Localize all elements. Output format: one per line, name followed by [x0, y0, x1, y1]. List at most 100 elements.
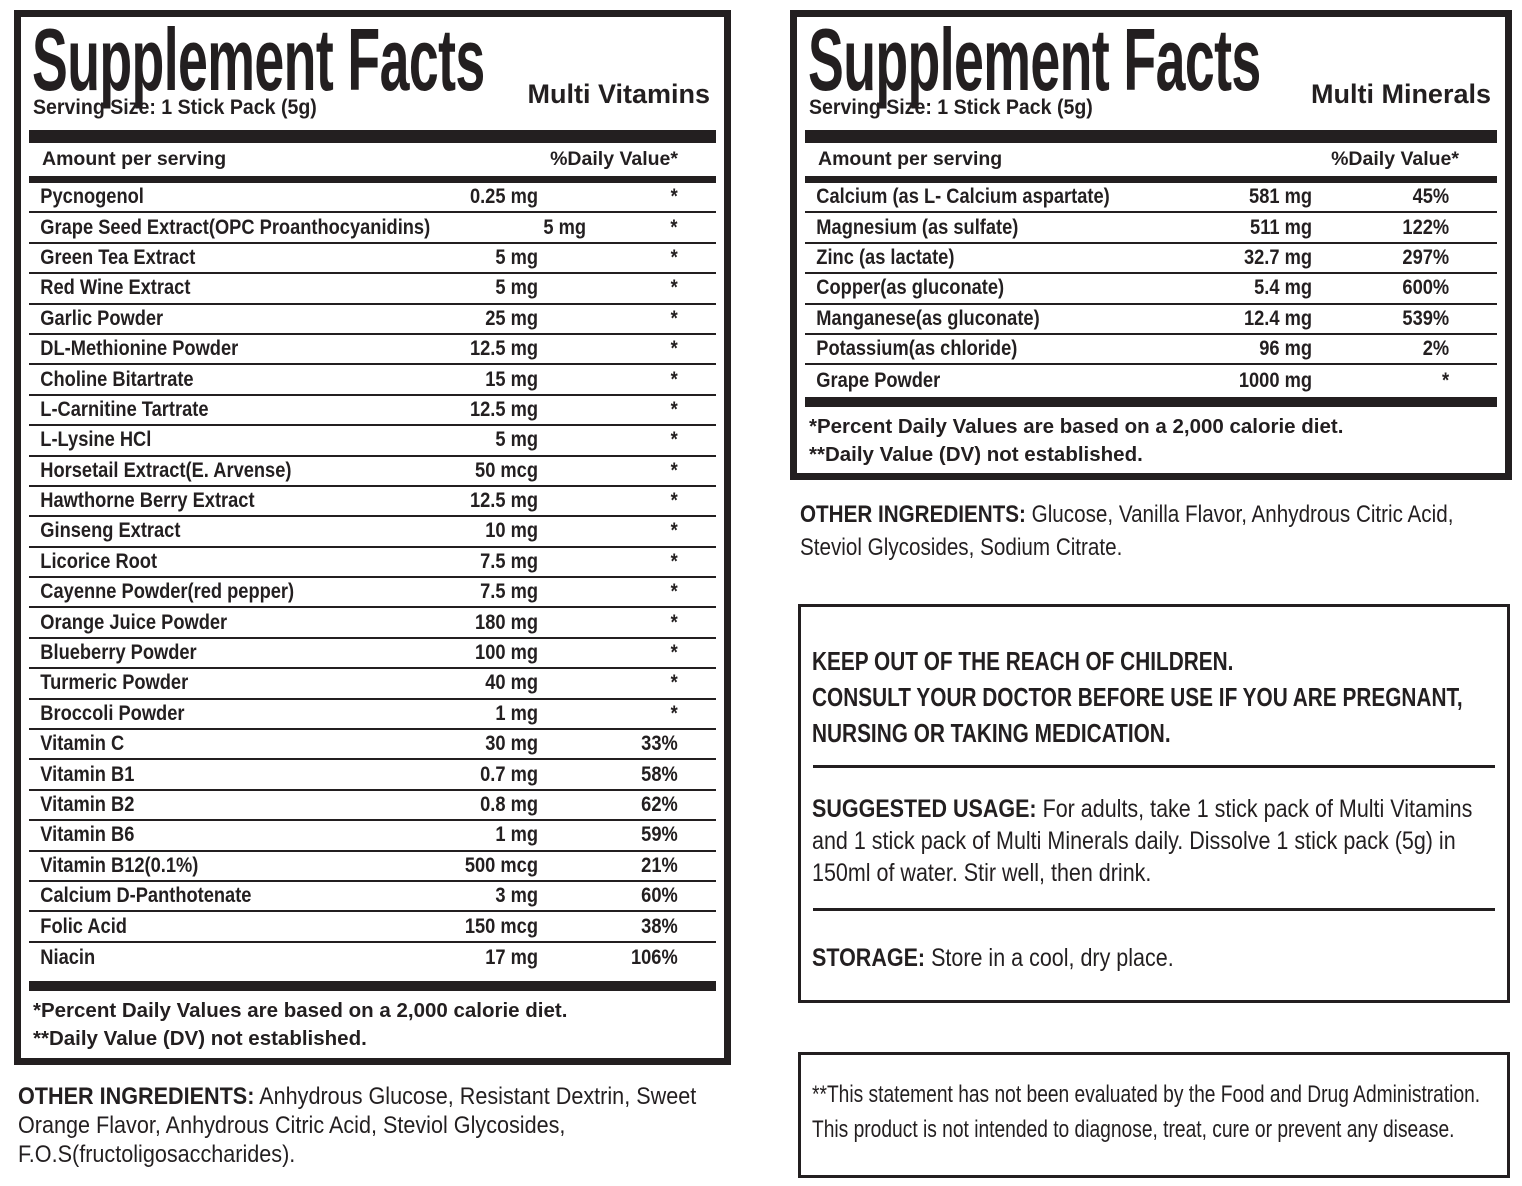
ingredient-daily-value: 38% [641, 914, 678, 938]
ingredient-name: Vitamin B6 [40, 823, 135, 847]
ingredient-amount: 150 mcg [464, 914, 538, 938]
ingredient-name: Cayenne Powder(red pepper) [40, 580, 295, 604]
ingredient-daily-value: 21% [641, 853, 678, 877]
ingredient-amount: 12.4 mg [1243, 306, 1312, 330]
ingredient-daily-value: 59% [641, 823, 678, 847]
table-row: Calcium (as L- Calcium aspartate) 581 mg 4… [805, 183, 1497, 214]
table-row: Grape Seed Extract(OPC Proanthocyanidins… [29, 213, 716, 244]
ingredient-name: L-Lysine HCl [40, 428, 152, 452]
ingredient-name: Choline Bitartrate [40, 367, 194, 391]
ingredient-amount: 1 mg [495, 701, 538, 725]
column-header-daily-value: %Daily Value* [1331, 148, 1459, 170]
ingredient-daily-value: * [670, 276, 678, 300]
ingredient-name: Vitamin B2 [40, 793, 135, 816]
text-line: *Percent Daily Values are based on a 2,0… [809, 415, 1344, 438]
paragraph-label: OTHER INGREDIENTS: [800, 501, 1026, 528]
table-row: Cayenne Powder(red pepper) 7.5 mg * [29, 578, 716, 609]
ingredient-amount: 1 mg [495, 823, 538, 847]
ingredient-name: Broccoli Powder [40, 701, 185, 725]
ingredient-amount: 100 mg [475, 641, 538, 665]
table-row: Vitamin B12(0.1%) 500 mcg 21% [29, 852, 716, 882]
table-row: Broccoli Powder 1 mg * [29, 700, 716, 731]
ingredient-table: Calcium (as L- Calcium aspartate) 581 mg 4… [805, 183, 1497, 396]
ingredient-amount: 5.4 mg [1254, 276, 1312, 300]
ingredient-daily-value: * [670, 306, 678, 330]
ingredient-amount: 581 mg [1249, 185, 1312, 209]
ingredient-daily-value: 33% [641, 732, 678, 756]
ingredient-daily-value: * [1442, 368, 1450, 392]
ingredient-name: Pycnogenol [40, 185, 144, 209]
ingredient-daily-value: 62% [641, 793, 678, 816]
column-header-daily-value: %Daily Value* [550, 148, 678, 170]
footnotes: *Percent Daily Values are based on a 2,0… [33, 997, 567, 1052]
ingredient-amount: 12.5 mg [469, 337, 538, 361]
table-row: Orange Juice Powder 180 mg * [29, 608, 716, 639]
paragraph-label: SUGGESTED USAGE: [812, 795, 1037, 823]
column-header-amount: Amount per serving [818, 148, 1003, 170]
ingredient-name: Licorice Root [40, 549, 158, 573]
ingredient-daily-value: * [670, 428, 678, 452]
ingredient-name: Grape Seed Extract(OPC Proanthocyanidins… [40, 215, 431, 239]
ingredient-amount: 25 mg [485, 306, 538, 330]
table-row: Hawthorne Berry Extract 12.5 mg * [29, 487, 716, 518]
ingredient-daily-value: * [670, 671, 678, 695]
ingredient-table: Pycnogenol 0.25 mg * Grape Seed Extract(OPC… [29, 183, 716, 973]
panel-title: Supplement Facts [808, 10, 1261, 109]
fda-disclaimer-box: **This statement has not been evaluated … [798, 1052, 1510, 1178]
ingredient-amount: 5 mg [495, 428, 538, 452]
ingredient-daily-value: 60% [641, 884, 678, 908]
table-row: Garlic Powder 25 mg * [29, 305, 716, 335]
ingredient-name: Potassium(as chloride) [816, 337, 1018, 361]
ingredient-name: Calcium (as L- Calcium aspartate) [816, 185, 1110, 209]
ingredient-daily-value: 2% [1422, 337, 1450, 361]
ingredient-daily-value: 45% [1412, 185, 1450, 209]
ingredient-daily-value: * [670, 337, 678, 361]
table-row: Vitamin C 30 mg 33% [29, 730, 716, 761]
ingredient-name: Manganese(as gluconate) [816, 306, 1040, 330]
footnotes: *Percent Daily Values are based on a 2,0… [809, 413, 1343, 468]
table-row: Red Wine Extract 5 mg * [29, 274, 716, 305]
ingredient-daily-value: 58% [641, 762, 678, 786]
ingredient-amount: 500 mcg [464, 853, 538, 877]
storage-text: STORAGE: Store in a cool, dry place. [812, 944, 1174, 972]
ingredient-amount: 7.5 mg [480, 580, 538, 604]
table-row: Calcium D-Panthotenate 3 mg 60% [29, 882, 716, 913]
thick-divider-bar [29, 130, 716, 143]
text-line: *Percent Daily Values are based on a 2,0… [33, 999, 568, 1022]
table-row: Zinc (as lactate) 32.7 mg 297% [805, 244, 1497, 275]
ingredient-amount: 0.8 mg [480, 793, 538, 816]
ingredient-daily-value: 539% [1402, 306, 1450, 330]
ingredient-amount: 12.5 mg [469, 397, 538, 421]
supplement-facts-panel-vitamins: Supplement Facts Multi Vitamins Serving … [14, 10, 731, 1065]
table-row: L-Carnitine Tartrate 12.5 mg * [29, 396, 716, 427]
table-row: Copper(as gluconate) 5.4 mg 600% [805, 274, 1497, 305]
divider-line [813, 908, 1495, 911]
ingredient-amount: 180 mg [475, 610, 538, 634]
ingredient-daily-value: * [670, 185, 678, 209]
ingredient-amount: 50 mcg [475, 458, 538, 482]
ingredient-daily-value: * [670, 610, 678, 634]
ingredient-amount: 15 mg [485, 367, 538, 391]
table-row: Vitamin B1 0.7 mg 58% [29, 760, 716, 791]
ingredient-name: Orange Juice Powder [40, 610, 228, 634]
ingredient-daily-value: * [670, 489, 678, 513]
table-row: DL-Methionine Powder 12.5 mg * [29, 335, 716, 366]
ingredient-name: Vitamin C [40, 732, 125, 756]
medium-divider-bar [805, 176, 1497, 183]
ingredient-name: Green Tea Extract [40, 245, 196, 269]
ingredient-daily-value: * [670, 367, 678, 391]
table-row: Licorice Root 7.5 mg * [29, 548, 716, 579]
ingredient-name: Red Wine Extract [40, 276, 191, 300]
ingredient-name: Turmeric Powder [40, 671, 189, 695]
ingredient-amount: 32.7 mg [1243, 245, 1312, 269]
table-header-row: Amount per serving %Daily Value* [29, 143, 716, 176]
ingredient-name: Niacin [40, 945, 96, 969]
paragraph-label: OTHER INGREDIENTS: [18, 1083, 255, 1110]
medium-divider-bar [29, 176, 716, 183]
table-row: Grape Powder 1000 mg * [805, 365, 1497, 395]
table-row: Turmeric Powder 40 mg * [29, 669, 716, 700]
ingredient-amount: 5 mg [495, 276, 538, 300]
table-row: Vitamin B2 0.8 mg 62% [29, 791, 716, 822]
table-row: L-Lysine HCl 5 mg * [29, 426, 716, 457]
